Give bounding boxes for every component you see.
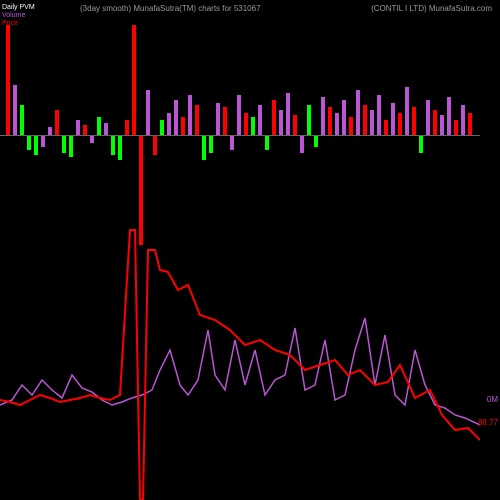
volume-bar: [181, 117, 185, 135]
volume-bar: [104, 123, 108, 135]
volume-bar: [293, 115, 297, 135]
volume-bar: [377, 95, 381, 135]
volume-bar: [195, 105, 199, 135]
chart-header: Daily PVM Volume Price (3day smooth) Mun…: [0, 0, 500, 18]
volume-bar: [230, 135, 234, 150]
volume-bar: [286, 93, 290, 135]
volume-bar: [146, 90, 150, 135]
volume-bar: [251, 117, 255, 135]
volume-bar: [83, 125, 87, 135]
volume-line: [0, 318, 480, 425]
baseline: [0, 135, 480, 136]
volume-bar: [405, 87, 409, 135]
volume-bar: [419, 135, 423, 153]
price-chart: [0, 220, 480, 500]
volume-bar: [321, 97, 325, 135]
volume-bar: [20, 105, 24, 135]
volume-bar: [237, 95, 241, 135]
volume-bar: [167, 113, 171, 135]
volume-bar: [328, 107, 332, 135]
volume-bar: [62, 135, 66, 153]
volume-bar: [447, 97, 451, 135]
volume-bar: [433, 110, 437, 135]
volume-bar: [391, 103, 395, 135]
volume-bar: [370, 110, 374, 135]
volume-bar: [111, 135, 115, 155]
line-svg: [0, 220, 480, 500]
volume-bar: [244, 113, 248, 135]
volume-bar: [34, 135, 38, 155]
price-axis-label: 88.77: [478, 418, 498, 427]
volume-bar: [76, 120, 80, 135]
volume-bar: [335, 113, 339, 135]
legend-pvm: Daily PVM: [2, 4, 35, 12]
legend-price: Price: [2, 20, 35, 28]
volume-bar: [27, 135, 31, 150]
volume-bar: [265, 135, 269, 150]
volume-bar: [160, 120, 164, 135]
volume-bar: [125, 120, 129, 135]
legend: Daily PVM Volume Price: [2, 4, 35, 28]
volume-bar: [153, 135, 157, 155]
volume-bar: [314, 135, 318, 147]
volume-bar: [216, 103, 220, 135]
volume-bars: [0, 20, 480, 220]
volume-bar: [202, 135, 206, 160]
volume-bar: [384, 120, 388, 135]
volume-bar: [41, 135, 45, 147]
volume-bar: [97, 117, 101, 135]
volume-bar: [461, 105, 465, 135]
volume-bar: [349, 117, 353, 135]
volume-chart: [0, 20, 480, 220]
volume-bar: [468, 113, 472, 135]
volume-bar: [174, 100, 178, 135]
volume-bar: [209, 135, 213, 153]
volume-bar: [223, 107, 227, 135]
volume-bar: [48, 127, 52, 135]
legend-pvm-label: Daily PVM: [2, 4, 35, 12]
volume-bar: [6, 25, 10, 135]
legend-price-label: Price: [2, 20, 18, 28]
volume-bar: [342, 100, 346, 135]
volume-axis-label: 0M: [487, 395, 498, 404]
volume-bar: [188, 95, 192, 135]
legend-volume-label: Volume: [2, 12, 25, 20]
volume-bar: [440, 115, 444, 135]
volume-bar: [132, 25, 136, 135]
volume-bar: [307, 105, 311, 135]
volume-bar: [258, 105, 262, 135]
volume-bar: [69, 135, 73, 157]
legend-volume: Volume: [2, 12, 35, 20]
volume-bar: [398, 113, 402, 135]
volume-bar: [279, 110, 283, 135]
volume-bar: [300, 135, 304, 153]
volume-bar: [356, 90, 360, 135]
volume-bar: [363, 105, 367, 135]
volume-bar: [272, 100, 276, 135]
volume-bar: [90, 135, 94, 143]
volume-bar: [118, 135, 122, 160]
volume-bar: [412, 107, 416, 135]
volume-bar: [426, 100, 430, 135]
chart-ticker: (CONTIL I LTD) MunafaSutra.com: [371, 4, 492, 13]
volume-bar: [13, 85, 17, 135]
volume-bar: [55, 110, 59, 135]
volume-bar: [454, 120, 458, 135]
chart-title: (3day smooth) MunafaSutra(TM) charts for…: [80, 4, 261, 13]
